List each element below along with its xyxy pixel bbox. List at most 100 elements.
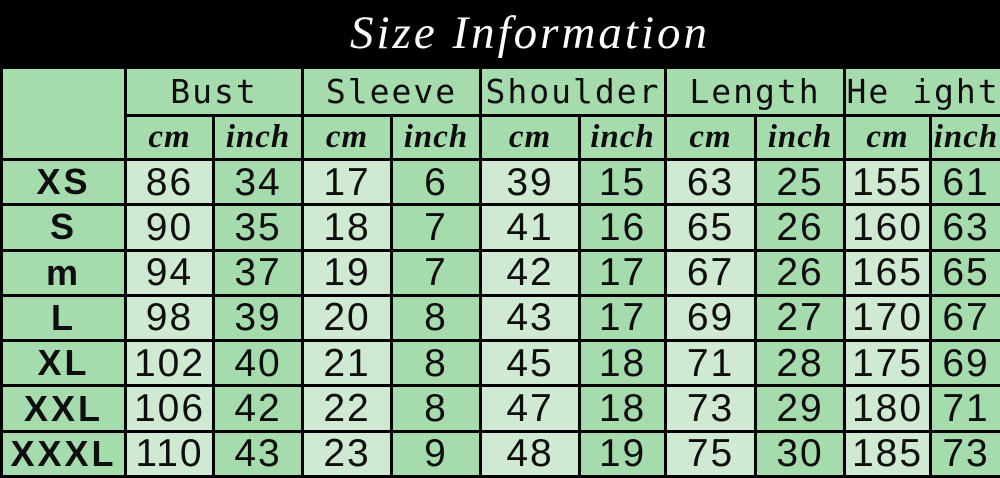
table-row-xxxl: XXXL 110 43 23 9 48 19 75 30 185 73 bbox=[0, 429, 1000, 478]
cell-length-cm: 63 bbox=[664, 157, 758, 207]
cell-shoulder-inch: 16 bbox=[578, 203, 668, 252]
cell-height-inch: 65 bbox=[929, 248, 1000, 297]
row-label-xs: XS bbox=[0, 157, 127, 207]
cell-height-cm: 165 bbox=[843, 248, 933, 297]
cell-sleeve-cm: 18 bbox=[301, 203, 394, 252]
subheader-bust-inch: inch bbox=[211, 114, 305, 161]
row-label-m: m bbox=[0, 248, 127, 297]
cell-sleeve-inch: 9 bbox=[390, 429, 483, 478]
cell-bust-cm: 94 bbox=[124, 248, 215, 297]
cell-height-inch: 69 bbox=[929, 339, 1000, 388]
table-row-xl: XL 102 40 21 8 45 18 71 28 175 69 bbox=[0, 339, 1000, 388]
subheader-bust-cm: cm bbox=[124, 114, 215, 161]
cell-length-cm: 71 bbox=[664, 339, 758, 388]
cell-bust-cm: 110 bbox=[124, 429, 215, 478]
cell-shoulder-cm: 47 bbox=[479, 384, 582, 433]
col-group-bust: Bust bbox=[123, 66, 305, 117]
cell-sleeve-cm: 19 bbox=[301, 248, 394, 297]
cell-length-inch: 25 bbox=[754, 157, 847, 207]
subheader-length-inch: inch bbox=[754, 114, 847, 161]
cell-shoulder-inch: 18 bbox=[578, 339, 668, 388]
cell-shoulder-cm: 45 bbox=[479, 339, 582, 388]
subheader-height-inch: inch bbox=[929, 114, 1000, 161]
cell-shoulder-cm: 48 bbox=[479, 429, 582, 478]
corner-cell bbox=[0, 66, 127, 161]
cell-sleeve-inch: 8 bbox=[390, 293, 483, 343]
cell-sleeve-cm: 21 bbox=[301, 339, 394, 388]
subheader-sleeve-inch: inch bbox=[390, 114, 483, 161]
cell-bust-cm: 90 bbox=[124, 203, 215, 252]
row-label-xxl: XXL bbox=[0, 384, 127, 433]
page-title: Size Information bbox=[349, 7, 711, 59]
cell-shoulder-cm: 43 bbox=[479, 293, 582, 343]
cell-bust-inch: 43 bbox=[211, 429, 305, 478]
cell-shoulder-inch: 18 bbox=[578, 384, 668, 433]
table-row-l: L 98 39 20 8 43 17 69 27 170 67 bbox=[0, 293, 1000, 343]
cell-height-cm: 185 bbox=[843, 429, 933, 478]
col-group-shoulder: Shoulder bbox=[479, 66, 668, 117]
cell-length-inch: 30 bbox=[754, 429, 847, 478]
header-group-row: Bust Sleeve Shoulder Length He ight bbox=[0, 66, 1000, 161]
col-group-height: He ight bbox=[843, 66, 1000, 117]
cell-length-inch: 26 bbox=[754, 203, 847, 252]
cell-height-inch: 71 bbox=[929, 384, 1000, 433]
cell-bust-inch: 39 bbox=[211, 293, 305, 343]
cell-sleeve-cm: 20 bbox=[301, 293, 394, 343]
cell-bust-cm: 86 bbox=[124, 157, 215, 207]
cell-shoulder-inch: 17 bbox=[578, 293, 668, 343]
cell-shoulder-cm: 39 bbox=[479, 157, 582, 207]
cell-sleeve-inch: 8 bbox=[390, 339, 483, 388]
subheader-shoulder-cm: cm bbox=[479, 114, 582, 161]
cell-length-inch: 27 bbox=[754, 293, 847, 343]
cell-bust-inch: 34 bbox=[211, 157, 305, 207]
title-bar: Size Information bbox=[0, 0, 1000, 66]
col-group-length: Length bbox=[664, 66, 847, 117]
subheader-length-cm: cm bbox=[664, 114, 758, 161]
cell-length-inch: 28 bbox=[754, 339, 847, 388]
cell-height-inch: 67 bbox=[929, 293, 1000, 343]
subheader-height-cm: cm bbox=[843, 114, 933, 161]
cell-sleeve-inch: 8 bbox=[390, 384, 483, 433]
cell-shoulder-cm: 42 bbox=[479, 248, 582, 297]
cell-length-cm: 75 bbox=[664, 429, 758, 478]
cell-sleeve-cm: 23 bbox=[301, 429, 394, 478]
row-label-xl: XL bbox=[0, 339, 127, 388]
cell-height-inch: 63 bbox=[929, 203, 1000, 252]
cell-height-cm: 180 bbox=[843, 384, 933, 433]
row-label-l: L bbox=[0, 293, 127, 343]
cell-bust-cm: 98 bbox=[124, 293, 215, 343]
cell-length-cm: 73 bbox=[664, 384, 758, 433]
cell-length-cm: 65 bbox=[664, 203, 758, 252]
cell-sleeve-inch: 6 bbox=[390, 157, 483, 207]
table-row-xxl: XXL 106 42 22 8 47 18 73 29 180 71 bbox=[0, 384, 1000, 433]
cell-shoulder-cm: 41 bbox=[479, 203, 582, 252]
cell-length-inch: 26 bbox=[754, 248, 847, 297]
cell-shoulder-inch: 15 bbox=[578, 157, 668, 207]
row-label-xxxl: XXXL bbox=[0, 429, 127, 478]
row-label-s: S bbox=[0, 203, 127, 252]
table-row-xs: XS 86 34 17 6 39 15 63 25 155 61 bbox=[0, 157, 1000, 207]
cell-height-cm: 170 bbox=[843, 293, 933, 343]
cell-bust-inch: 40 bbox=[211, 339, 305, 388]
cell-shoulder-inch: 19 bbox=[578, 429, 668, 478]
subheader-shoulder-inch: inch bbox=[578, 114, 668, 161]
cell-height-inch: 73 bbox=[929, 429, 1000, 478]
size-table: Bust Sleeve Shoulder Length He ight cm i… bbox=[0, 66, 1000, 478]
cell-bust-cm: 106 bbox=[124, 384, 215, 433]
cell-sleeve-inch: 7 bbox=[390, 248, 483, 297]
cell-height-cm: 155 bbox=[843, 157, 933, 207]
cell-height-cm: 160 bbox=[843, 203, 933, 252]
cell-sleeve-inch: 7 bbox=[390, 203, 483, 252]
cell-length-inch: 29 bbox=[754, 384, 847, 433]
cell-bust-inch: 42 bbox=[211, 384, 305, 433]
cell-length-cm: 67 bbox=[664, 248, 758, 297]
table-row-m: m 94 37 19 7 42 17 67 26 165 65 bbox=[0, 248, 1000, 297]
table-row-s: S 90 35 18 7 41 16 65 26 160 63 bbox=[0, 203, 1000, 252]
header-unit-row: cm inch cm inch cm inch cm inch cm inch bbox=[2, 114, 1000, 161]
cell-length-cm: 69 bbox=[664, 293, 758, 343]
cell-sleeve-cm: 17 bbox=[301, 157, 394, 207]
subheader-sleeve-cm: cm bbox=[301, 114, 394, 161]
col-group-sleeve: Sleeve bbox=[301, 66, 483, 117]
cell-bust-cm: 102 bbox=[124, 339, 215, 388]
cell-height-inch: 61 bbox=[929, 157, 1000, 207]
